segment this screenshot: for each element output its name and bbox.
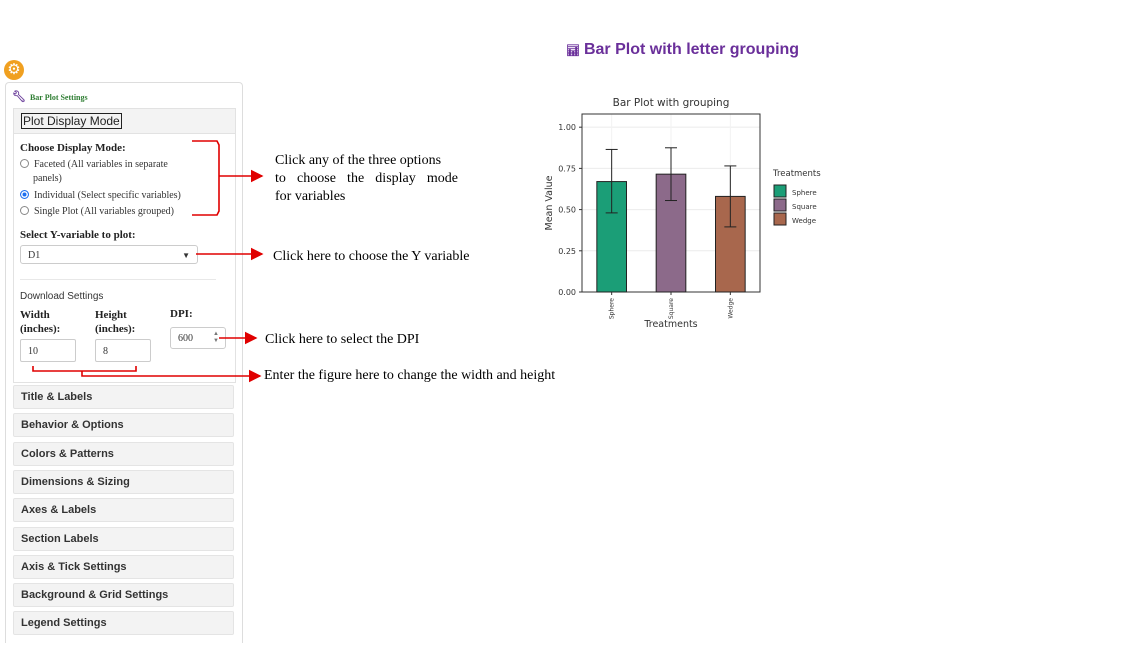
accordion-label: Behavior & Options (21, 419, 124, 432)
legend-swatch (773, 184, 787, 198)
accordion-label: Dimensions & Sizing (21, 475, 130, 488)
radio-individual[interactable]: Individual (Select specific variables) (20, 189, 181, 203)
note-y-variable: Click here to choose the Y variable (273, 249, 470, 264)
page-title: 📊︎ Bar Plot with letter grouping (566, 41, 799, 59)
legend-swatch (773, 198, 787, 212)
accordion-dimensions-sizing[interactable]: Dimensions & Sizing (13, 469, 234, 494)
radio-label: Single Plot (All variables grouped) (34, 206, 174, 217)
wrench-icon: 🔧︎ (12, 91, 26, 103)
note-size: Enter the figure here to change the widt… (264, 368, 556, 383)
radio-single[interactable]: Single Plot (All variables grouped) (20, 205, 174, 219)
height-input[interactable]: 8 (95, 339, 151, 362)
accordion-label: Section Labels (21, 532, 99, 545)
y-tick-label: 0.00 (558, 288, 576, 297)
y-tick-label: 0.50 (558, 206, 576, 215)
note-display-mode: Click any of the three options to choose… (275, 152, 458, 206)
stepper-arrows-icon[interactable]: ▲ ▼ (213, 331, 219, 344)
x-tick-label: Square (668, 298, 675, 319)
legend-swatch (773, 212, 787, 226)
radio-dot-selected[interactable] (20, 190, 29, 199)
radio-label: Faceted (All variables in separate (34, 159, 168, 170)
accordion-behavior-options[interactable]: Behavior & Options (13, 413, 234, 438)
bar-chart-icon: 📊︎ (566, 45, 580, 57)
y-variable-value: D1 (28, 250, 41, 261)
dpi-value: 600 (178, 333, 193, 344)
divider (20, 279, 216, 280)
accordion-axis-tick-settings[interactable]: Axis & Tick Settings (13, 554, 234, 579)
width-input[interactable]: 10 (20, 339, 76, 362)
radio-label: Individual (Select specific variables) (34, 190, 181, 201)
accordion-colors-patterns[interactable]: Colors & Patterns (13, 441, 234, 466)
y-variable-label: Select Y-variable to plot: (20, 229, 136, 241)
x-axis-label: Treatments (643, 319, 697, 330)
accordion-label: Axes & Labels (21, 504, 97, 517)
legend-label: Wedge (792, 217, 816, 225)
section-header-display-mode[interactable]: Plot Display Mode (13, 108, 236, 134)
radio-faceted[interactable]: Faceted (All variables in separate panel… (20, 158, 168, 186)
dpi-label: DPI: (170, 308, 193, 320)
bracket-display-mode (192, 140, 220, 216)
radio-label-cont: panels) (33, 173, 62, 184)
section-body-display-mode (13, 132, 236, 383)
y-tick-label: 1.00 (558, 123, 576, 132)
bar-chart: Bar Plot with grouping 0.00 0.25 0.50 0.75 1.… (544, 97, 821, 330)
legend-title: Treatments (772, 169, 821, 179)
chevron-down-icon: ▼ (182, 251, 190, 260)
note-line: Click any of the three options (275, 153, 442, 168)
display-mode-label: Choose Display Mode: (20, 142, 126, 154)
accordion-label: Colors & Patterns (21, 447, 114, 460)
y-tick-label: 0.75 (558, 164, 576, 173)
radio-dot[interactable] (20, 206, 29, 215)
chart-title: Bar Plot with grouping (613, 97, 730, 109)
note-dpi: Click here to select the DPI (265, 332, 420, 347)
height-label: Height (inches): (95, 308, 135, 336)
page-title-text: Bar Plot with letter grouping (583, 41, 800, 58)
note-line: for variables (275, 189, 346, 204)
width-label-line2: (inches): (20, 323, 61, 335)
panel-title-text: Bar Plot Settings (29, 93, 88, 102)
download-settings-title: Download Settings (20, 291, 104, 302)
accordion-label: Title & Labels (21, 391, 93, 403)
accordion-legend-settings[interactable]: Legend Settings (13, 611, 234, 636)
y-tick-label: 0.25 (558, 247, 576, 256)
accordion-title-labels[interactable]: Title & Labels (13, 385, 234, 409)
legend-label: Sphere (792, 189, 817, 197)
accordion-label: Legend Settings (21, 617, 107, 630)
height-label-line2: (inches): (95, 323, 136, 335)
accordion-label: Axis & Tick Settings (21, 560, 127, 573)
width-label-line1: Width (20, 309, 50, 321)
settings-panel: 🔧︎ Bar Plot Settings Plot Display Mode Ch… (5, 82, 243, 643)
note-line: to choose the display mode (275, 171, 458, 186)
accordion-section-labels[interactable]: Section Labels (13, 526, 234, 551)
x-tick-label: Wedge (727, 298, 734, 319)
height-label-line1: Height (95, 309, 127, 321)
y-axis-label: Mean Value (544, 175, 555, 230)
x-tick-label: Sphere (609, 298, 616, 319)
section-header-label: Plot Display Mode (21, 113, 122, 129)
radio-dot[interactable] (20, 159, 29, 168)
accordion-background-grid-settings[interactable]: Background & Grid Settings (13, 583, 234, 608)
gear-icon[interactable]: ⚙ (4, 60, 24, 80)
legend-label: Square (792, 203, 817, 211)
accordion-axes-labels[interactable]: Axes & Labels (13, 498, 234, 523)
width-label: Width (inches): (20, 308, 60, 336)
panel-title: 🔧︎ Bar Plot Settings (12, 90, 88, 103)
arrow-size (81, 369, 262, 383)
bracket-size (32, 366, 137, 372)
accordion-label: Background & Grid Settings (21, 589, 169, 602)
